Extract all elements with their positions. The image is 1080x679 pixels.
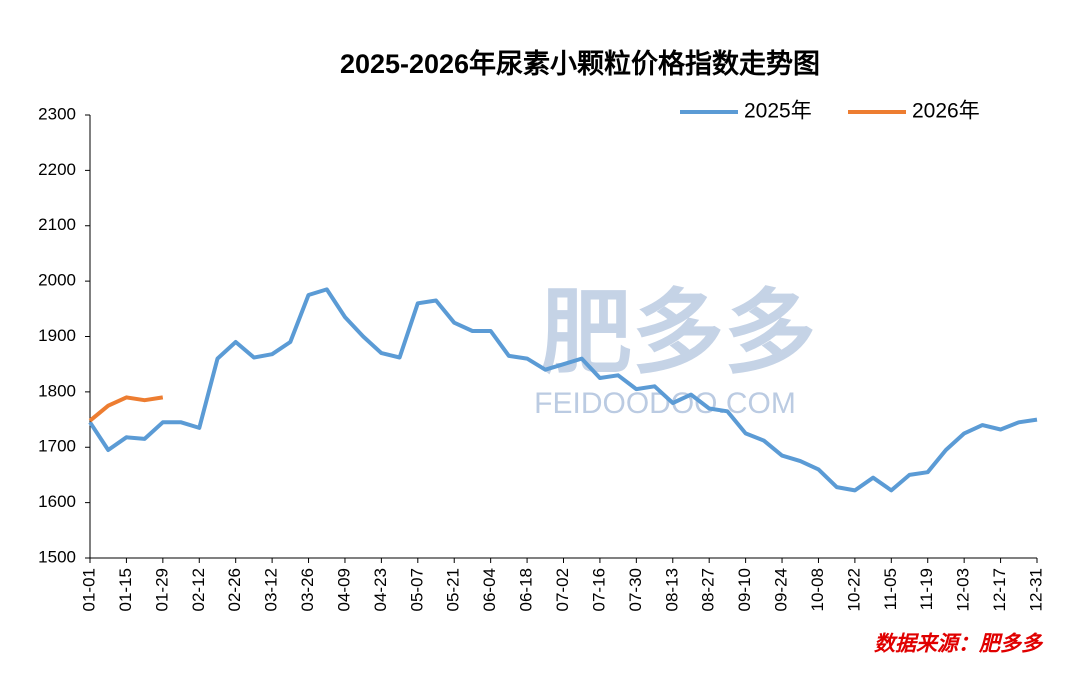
x-tick-label: 08-13 [662, 568, 681, 611]
x-tick-label: 11-19 [917, 568, 936, 610]
y-tick-label: 1700 [38, 437, 76, 456]
x-tick-label: 12-17 [990, 568, 1009, 611]
x-tick-label: 01-15 [116, 568, 135, 611]
source-note: 数据来源：肥多多 [874, 632, 1044, 656]
chart-title: 2025-2026年尿素小颗粒价格指数走势图 [340, 48, 820, 79]
legend-label: 2026年 [912, 100, 980, 123]
y-tick-label: 2200 [38, 160, 76, 179]
x-tick-label: 03-12 [262, 568, 281, 611]
x-tick-label: 12-03 [954, 568, 973, 611]
series-line [88, 395, 164, 423]
y-tick-label: 1600 [38, 492, 76, 511]
watermark-brand: 肥多多 [540, 282, 816, 384]
x-tick-label: 07-30 [626, 568, 645, 611]
series-line [88, 287, 1038, 493]
y-tick-label: 2300 [38, 104, 76, 123]
x-tick-label: 06-04 [480, 568, 499, 611]
y-tick-label: 2100 [38, 215, 76, 234]
x-tick-label: 06-18 [517, 568, 536, 611]
x-tick-label: 04-09 [334, 568, 353, 611]
x-tick-label: 03-26 [298, 568, 317, 611]
x-tick-label: 09-10 [735, 568, 754, 611]
x-tick-label: 10-22 [844, 568, 863, 611]
x-tick-label: 01-29 [152, 568, 171, 611]
x-tick-label: 12-31 [1026, 568, 1045, 611]
x-tick-label: 02-12 [189, 568, 208, 611]
x-tick-label: 07-02 [553, 568, 572, 611]
x-tick-label: 08-27 [699, 568, 718, 611]
legend-label: 2025年 [744, 100, 812, 123]
x-tick-label: 10-08 [808, 568, 827, 611]
x-tick-label: 07-16 [589, 568, 608, 611]
y-tick-label: 2000 [38, 271, 76, 290]
x-tick-label: 04-23 [371, 568, 390, 611]
x-tick-label: 01-01 [79, 568, 98, 611]
x-tick-label: 11-05 [881, 568, 900, 610]
x-tick-label: 02-26 [225, 568, 244, 611]
x-tick-label: 05-07 [407, 568, 426, 611]
y-tick-label: 1800 [38, 381, 76, 400]
watermark-site: FEIDOODOO.COM [534, 387, 796, 420]
x-tick-label: 05-21 [444, 568, 463, 611]
y-tick-label: 1500 [38, 547, 76, 566]
y-tick-label: 1900 [38, 326, 76, 345]
x-tick-label: 09-24 [772, 568, 791, 611]
